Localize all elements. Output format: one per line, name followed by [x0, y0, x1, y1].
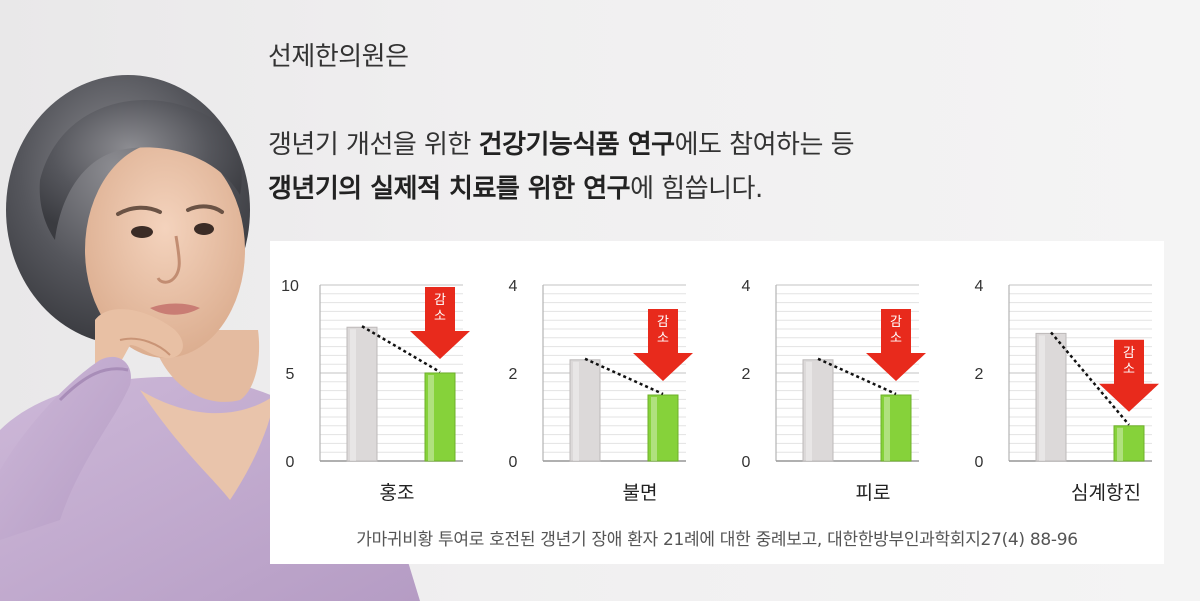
headline-line-1-pre: 갱년기 개선을 위한	[268, 130, 479, 160]
bar-before	[346, 326, 378, 462]
headline-line-1: 갱년기 개선을 위한 건강기능식품 연구에도 참여하는 등	[268, 124, 855, 161]
headline-line-1-bold: 건강기능식품 연구	[478, 130, 675, 160]
headline-line-2-post: 에 힘씁니다.	[630, 174, 763, 204]
y-tick-label: 10	[281, 278, 299, 295]
bar-highlight	[350, 329, 356, 461]
arrow-shape	[410, 287, 470, 359]
arrow-label: 소	[657, 331, 669, 346]
arrow-shape	[1099, 339, 1159, 412]
bar-highlight	[573, 361, 579, 461]
bar-before	[1035, 332, 1067, 462]
arrow-shape	[633, 309, 693, 381]
bar-highlight	[806, 361, 812, 461]
y-tick-label: 0	[286, 454, 295, 471]
arrow-label: 감	[1123, 346, 1135, 361]
bar-before	[802, 359, 834, 462]
y-tick-label: 0	[975, 454, 984, 471]
trend-line	[1050, 331, 1130, 426]
chart-card: 0 5 10 감 소 홍조 0 2 4 감 소 불면 0 2 4 감 소 피로 0 2 4 감 소 심계항진 가마귀비황 투여…	[270, 241, 1164, 564]
trend-line	[584, 357, 664, 396]
bar-highlight	[651, 397, 657, 461]
y-tick-label: 2	[975, 366, 984, 383]
arrow-label: 소	[890, 331, 902, 346]
y-tick-label: 5	[286, 366, 295, 383]
source-citation: 가마귀비황 투여로 호전된 갱년기 장애 환자 21례에 대한 중례보고, 대한…	[356, 530, 1078, 550]
x-label: 피로	[856, 482, 891, 504]
bar-after	[880, 394, 912, 462]
trend-line	[817, 357, 897, 396]
bar-highlight	[1117, 427, 1123, 461]
arrow-label: 감	[890, 315, 902, 330]
headline-line-2: 갱년기의 실제적 치료를 위한 연구에 힘씁니다.	[268, 168, 763, 205]
arrow-label: 소	[434, 309, 446, 324]
y-tick-label: 4	[509, 278, 518, 295]
y-tick-label: 0	[509, 454, 518, 471]
arrow-label: 소	[1123, 362, 1135, 377]
arrow-label: 감	[434, 293, 446, 308]
decrease-arrow: 감소	[866, 309, 926, 381]
bar-highlight	[1039, 335, 1045, 461]
decrease-arrow: 감소	[410, 287, 470, 359]
headline-line-2-bold: 갱년기의 실제적 치료를 위한 연구	[268, 174, 631, 204]
y-tick-label: 2	[509, 366, 518, 383]
arrow-shape	[866, 309, 926, 381]
intro-text: 선제한의원은	[268, 42, 409, 72]
headline-line-1-post: 에도 참여하는 등	[674, 130, 855, 160]
y-tick-label: 4	[975, 278, 984, 295]
y-tick-label: 0	[742, 454, 751, 471]
bar-after	[1113, 425, 1145, 462]
bar-after	[424, 372, 456, 462]
decrease-arrow: 감소	[633, 309, 693, 381]
x-label: 심계항진	[1071, 482, 1141, 504]
decrease-arrow: 감소	[1099, 339, 1159, 412]
y-tick-label: 4	[742, 278, 751, 295]
bar-highlight	[428, 375, 434, 461]
bar-after	[647, 394, 679, 462]
x-label: 불면	[623, 482, 658, 504]
bar-before	[569, 359, 601, 462]
arrow-label: 감	[657, 315, 669, 330]
bar-highlight	[884, 397, 890, 461]
x-label: 홍조	[380, 482, 415, 504]
y-tick-label: 2	[742, 366, 751, 383]
